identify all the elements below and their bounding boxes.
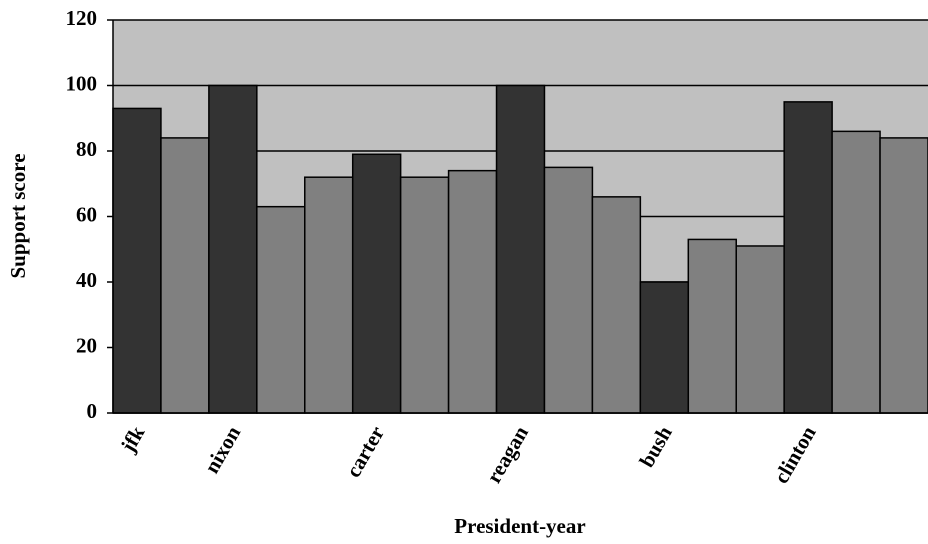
x-tick-label: clinton [769, 422, 821, 488]
y-tick-label: 20 [76, 333, 97, 357]
bar [783, 101, 833, 414]
bar [495, 84, 546, 414]
x-tick-label: nixon [199, 422, 245, 478]
bar [208, 84, 258, 414]
bar [639, 281, 690, 414]
bar [831, 130, 881, 414]
bar [591, 196, 642, 414]
y-tick-label: 40 [76, 268, 97, 292]
bar [399, 176, 450, 414]
x-tick-label: carter [341, 422, 389, 481]
bar [879, 137, 928, 414]
x-tick-label: bush [634, 422, 677, 472]
bar [160, 137, 210, 414]
bar [543, 166, 594, 414]
bar [256, 205, 306, 414]
y-axis-title: Support score [6, 153, 30, 278]
bar [447, 169, 498, 414]
bar [112, 107, 162, 414]
x-axis-title: President-year [454, 514, 585, 538]
bar [351, 153, 402, 414]
y-tick-label: 60 [76, 202, 97, 226]
bar [735, 245, 785, 414]
x-tick-label: reagan [481, 422, 533, 487]
bar [687, 238, 737, 414]
y-tick-label: 100 [66, 71, 98, 95]
y-tick-label: 0 [87, 399, 98, 423]
y-tick-label: 120 [66, 6, 98, 30]
y-tick-label: 80 [76, 137, 97, 161]
bar [304, 176, 354, 414]
x-tick-label: jfk [115, 422, 149, 457]
